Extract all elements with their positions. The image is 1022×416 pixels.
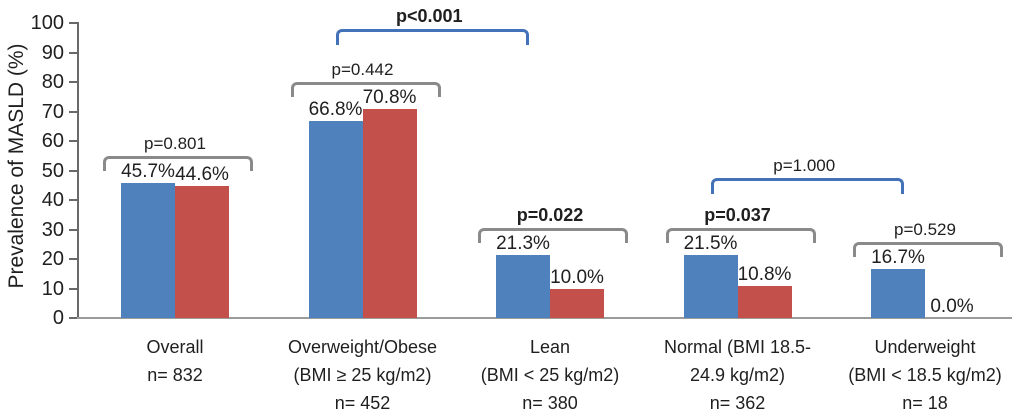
y-tick-label: 40 <box>41 189 64 211</box>
bar-value-label: 10.0% <box>550 266 604 288</box>
y-tick-label: 60 <box>41 130 64 152</box>
bar-red-series-group2 <box>362 109 417 318</box>
category-label-line: Overweight/Obese <box>287 337 438 357</box>
comparison-bracket-2 <box>710 177 904 194</box>
category-label-line: n= 452 <box>334 393 391 413</box>
y-tick-label: 20 <box>41 248 64 270</box>
y-tick <box>69 140 77 142</box>
category-label-group3: Lean (BMI < 25 kg/m2) n= 380 <box>445 333 655 416</box>
category-label-line: n= 832 <box>147 365 203 385</box>
bar-value-label: 45.7% <box>121 161 175 183</box>
category-label-line: (BMI ≥ 25 kg/m2) <box>293 365 432 385</box>
y-tick <box>69 287 77 290</box>
category-label-group5: Underweight (BMI < 18.5 kg/m2) n= 18 <box>820 333 1022 416</box>
y-tick <box>69 81 77 83</box>
y-tick-label: 90 <box>41 41 64 64</box>
p-value-label-group1: p=0.801 <box>144 134 206 154</box>
y-tick <box>69 51 77 54</box>
bar-value-label: 0.0% <box>930 296 974 317</box>
y-tick-label: 0 <box>52 307 64 329</box>
x-axis-line <box>70 317 1012 319</box>
y-tick-label: 70 <box>41 100 64 123</box>
bar-blue-series-group2 <box>308 120 363 318</box>
y-tick-label: 80 <box>41 71 64 93</box>
bar-value-label: 21.3% <box>496 233 550 255</box>
category-label-group4: Normal (BMI 18.5- 24.9 kg/m2) n= 362 <box>633 333 843 416</box>
significance-bracket-group2 <box>290 82 441 98</box>
bar-value-label: 16.7% <box>871 246 925 268</box>
p-value-label-group4: p=0.037 <box>704 204 771 225</box>
bar-blue-series-group4 <box>683 254 738 318</box>
p-value-label-group5: p=0.529 <box>894 219 956 239</box>
y-tick <box>69 22 77 24</box>
comparison-bracket-1 <box>335 28 529 45</box>
category-label-line: (BMI < 18.5 kg/m2) <box>848 365 1002 385</box>
comparison-p-value-label-2: p=1.000 <box>773 155 836 175</box>
comparison-p-value-label-1: p<0.001 <box>395 5 463 26</box>
bar-value-label: 21.5% <box>683 232 738 254</box>
category-label-line: n= 18 <box>902 393 948 413</box>
y-tick-label: 100 <box>30 12 64 34</box>
bar-red-series-group1 <box>175 186 229 318</box>
y-tick <box>69 169 77 172</box>
y-tick-label: 50 <box>41 159 64 182</box>
category-label-line: (BMI < 25 kg/m2) <box>480 365 620 385</box>
bar-value-label: 10.8% <box>737 264 792 286</box>
category-label-line: n= 380 <box>522 393 578 413</box>
y-tick <box>69 228 77 231</box>
y-tick-label: 10 <box>41 277 64 300</box>
category-label-group1: Overall n= 832 <box>70 333 280 389</box>
bar-blue-series-group3 <box>496 255 550 318</box>
bar-value-label: 44.6% <box>175 164 229 186</box>
p-value-label-group3: p=0.022 <box>516 205 584 226</box>
category-label-line: Lean <box>529 337 571 357</box>
p-value-label-group2: p=0.442 <box>331 60 394 80</box>
y-axis-line <box>77 22 79 318</box>
bar-red-series-group4 <box>737 286 792 318</box>
y-tick <box>69 199 77 201</box>
y-tick <box>69 110 77 113</box>
category-label-line: Underweight <box>874 337 976 357</box>
bar-red-series-group3 <box>550 288 604 318</box>
category-label-line: Overall <box>146 337 204 357</box>
category-label-line: Normal (BMI 18.5- <box>663 337 812 357</box>
category-label-line: n= 362 <box>709 393 766 413</box>
category-label-line: 24.9 kg/m2) <box>689 365 786 385</box>
bar-value-label: 66.8% <box>308 98 363 120</box>
y-tick-label: 30 <box>41 218 64 241</box>
bar-blue-series-group1 <box>121 183 175 318</box>
y-tick <box>69 317 77 319</box>
significance-bracket-group4 <box>665 227 816 243</box>
category-label-group2: Overweight/Obese (BMI ≥ 25 kg/m2) n= 452 <box>258 333 468 416</box>
significance-bracket-group3 <box>478 228 628 244</box>
y-tick <box>69 258 77 260</box>
bar-blue-series-group5 <box>871 268 925 318</box>
significance-bracket-group5 <box>853 241 1003 257</box>
bar-value-label: 70.8% <box>362 87 417 109</box>
significance-bracket-group1 <box>103 156 253 172</box>
